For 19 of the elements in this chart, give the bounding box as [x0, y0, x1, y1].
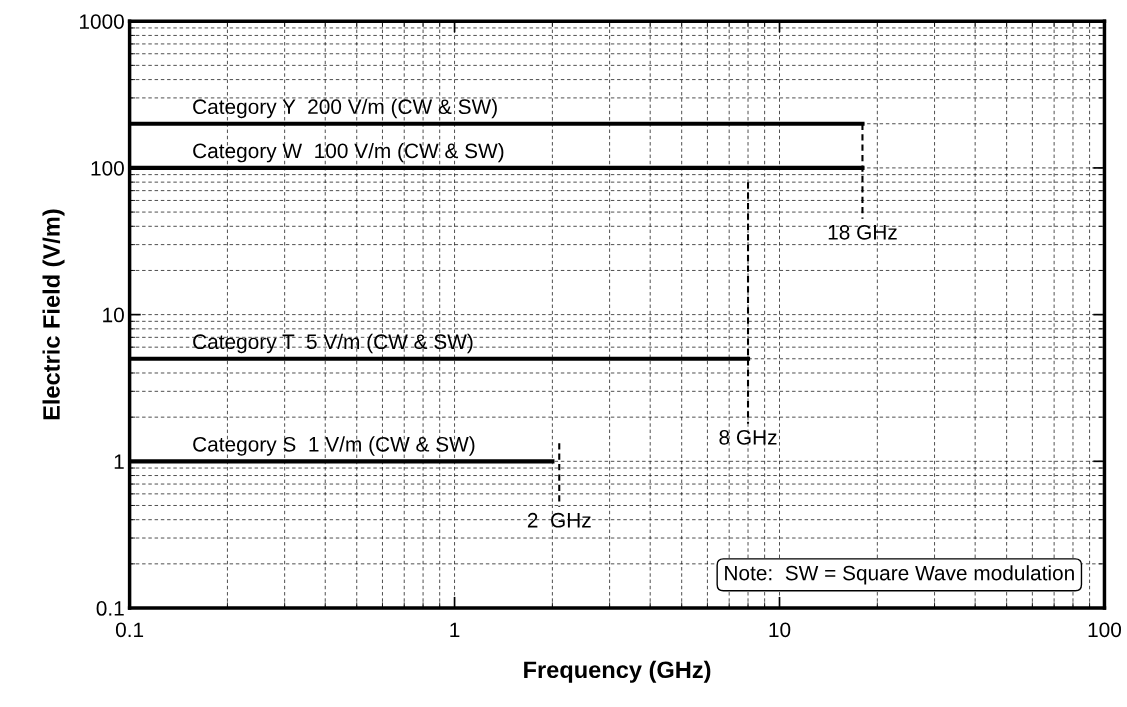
y-tick-label: 100 [91, 160, 124, 176]
x-tick-label: 10 [769, 622, 791, 638]
annotation: 8 GHz [719, 429, 777, 445]
y-tick-label: 1 [114, 454, 124, 469]
x-tick-label: 0.1 [115, 622, 144, 638]
x-tick-label: 100 [1088, 622, 1122, 638]
y-tick-label: 0.1 [96, 601, 124, 616]
series-label: Category W 100 V/m (CW & SW) [193, 142, 504, 163]
annotation: Note: SW = Square Wave modulation [725, 565, 1074, 585]
series-label: Category S 1 V/m (CW & SW) [193, 436, 475, 456]
y-axis-title: Electric Field (V/m) [42, 209, 65, 420]
y-tick-label: 10 [103, 307, 124, 323]
x-tick-label: 1 [450, 622, 460, 638]
y-tick-label: 1000 [79, 14, 124, 29]
series-label: Category T 5 V/m (CW & SW) [193, 333, 473, 354]
annotation: 18 GHz [828, 224, 897, 240]
series-label: Category Y 200 V/m (CW & SW) [193, 98, 497, 119]
annotation: 2 GHz [527, 512, 591, 528]
x-axis-title: Frequency (GHz) [524, 660, 711, 683]
